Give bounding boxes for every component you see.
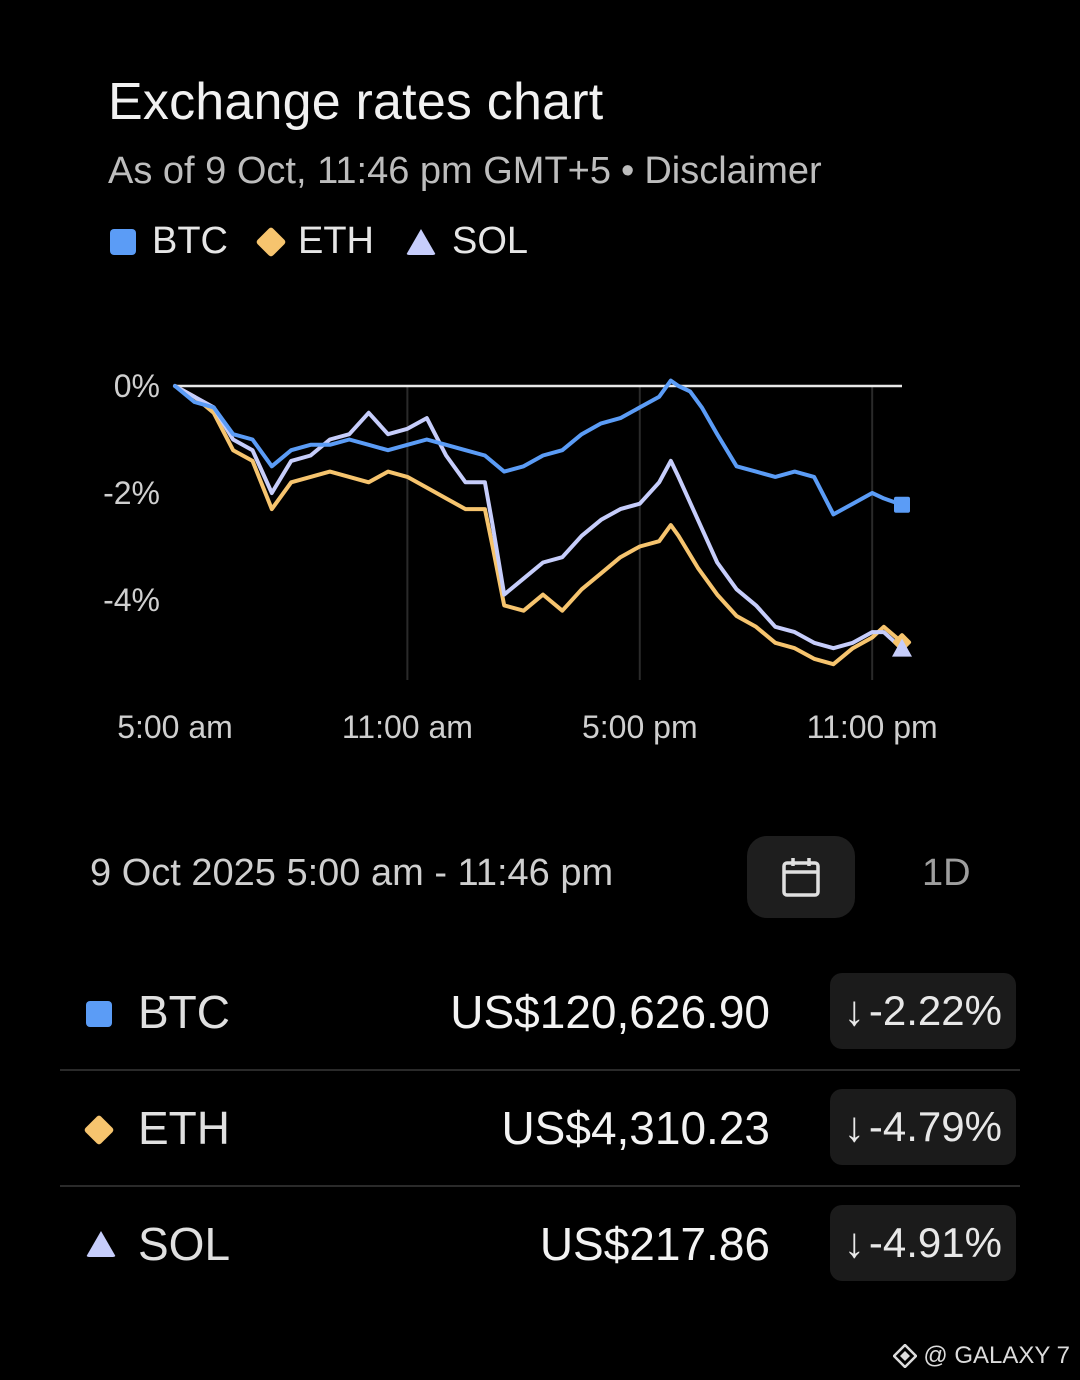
arrow-down-icon: ↓ bbox=[843, 1219, 865, 1266]
x-tick-label: 11:00 am bbox=[342, 709, 473, 745]
sol-triangle-icon bbox=[406, 228, 436, 255]
arrow-down-icon: ↓ bbox=[843, 1103, 865, 1150]
period-1d-button[interactable]: 1D bbox=[922, 852, 971, 894]
legend-item-sol: SOL bbox=[406, 220, 528, 263]
change-value: -2.22% bbox=[868, 987, 1002, 1034]
date-range-label: 9 Oct 2025 5:00 am - 11:46 pm bbox=[90, 852, 614, 894]
rate-price: US$120,626.90 bbox=[450, 986, 770, 1038]
x-tick-label: 5:00 pm bbox=[582, 709, 698, 745]
calendar-icon bbox=[782, 858, 820, 897]
rate-row-eth[interactable]: ETH US$4,310.23 ↓ -4.79% bbox=[60, 1071, 1020, 1187]
diamond-logo-icon bbox=[893, 1344, 918, 1368]
subtitle: As of 9 Oct, 11:46 pm GMT+5 • Disclaimer bbox=[108, 150, 822, 193]
rate-symbol: SOL bbox=[138, 1218, 231, 1270]
legend-label-sol: SOL bbox=[452, 220, 529, 262]
page-title: Exchange rates chart bbox=[108, 73, 604, 131]
as-of-text: As of 9 Oct, 11:46 pm GMT+5 bbox=[108, 150, 611, 192]
y-tick-label: 0% bbox=[114, 368, 160, 404]
watermark-text: @ GALAXY 7 bbox=[923, 1342, 1070, 1369]
rate-row-sol[interactable]: SOL US$217.86 ↓ -4.91% bbox=[60, 1187, 1020, 1301]
change-value: -4.91% bbox=[868, 1219, 1002, 1266]
y-tick-label: -2% bbox=[103, 475, 160, 511]
rate-symbol: ETH bbox=[138, 1102, 230, 1154]
legend-item-eth: ETH bbox=[255, 220, 374, 263]
change-badge: ↓ -4.91% bbox=[829, 1205, 1016, 1281]
btc-square-icon bbox=[110, 228, 136, 255]
legend-label-eth: ETH bbox=[298, 220, 374, 262]
legend-item-btc: BTC bbox=[110, 220, 228, 263]
legend-label-btc: BTC bbox=[152, 220, 228, 262]
rate-price: US$217.86 bbox=[539, 1218, 770, 1270]
x-tick-label: 5:00 am bbox=[117, 709, 233, 745]
btc-square-icon bbox=[86, 1001, 112, 1027]
end-marker-sol bbox=[892, 638, 912, 657]
rates-list: BTC US$120,626.90 ↓ -2.22% ETH US$4,310.… bbox=[60, 955, 1020, 1301]
separator-dot: • bbox=[621, 150, 635, 192]
change-badge: ↓ -2.22% bbox=[829, 973, 1016, 1049]
eth-diamond-icon bbox=[83, 1114, 115, 1146]
change-value: -4.79% bbox=[868, 1103, 1002, 1150]
series-line-btc bbox=[173, 378, 904, 517]
rate-price: US$4,310.23 bbox=[501, 1102, 770, 1154]
y-tick-label: -4% bbox=[103, 582, 160, 618]
rate-row-btc[interactable]: BTC US$120,626.90 ↓ -2.22% bbox=[60, 955, 1020, 1071]
series-line-sol bbox=[173, 384, 904, 651]
x-tick-label: 11:00 pm bbox=[807, 709, 938, 745]
change-badge: ↓ -4.79% bbox=[829, 1089, 1016, 1165]
exchange-rate-line-chart[interactable]: 5:00 am 11:00 am 5:00 pm 11:00 pm 0% -2% -4% bbox=[0, 330, 1080, 770]
watermark: @ GALAXY 7 bbox=[893, 1342, 1070, 1370]
arrow-down-icon: ↓ bbox=[843, 987, 865, 1034]
eth-diamond-icon bbox=[255, 225, 287, 258]
series-line-eth bbox=[173, 384, 904, 667]
end-marker-btc bbox=[894, 496, 910, 513]
sol-triangle-icon bbox=[86, 1231, 116, 1257]
chart-legend: BTC ETH SOL bbox=[110, 220, 542, 263]
calendar-button[interactable] bbox=[747, 836, 855, 918]
disclaimer-link[interactable]: Disclaimer bbox=[644, 150, 822, 192]
rate-symbol: BTC bbox=[138, 986, 230, 1038]
